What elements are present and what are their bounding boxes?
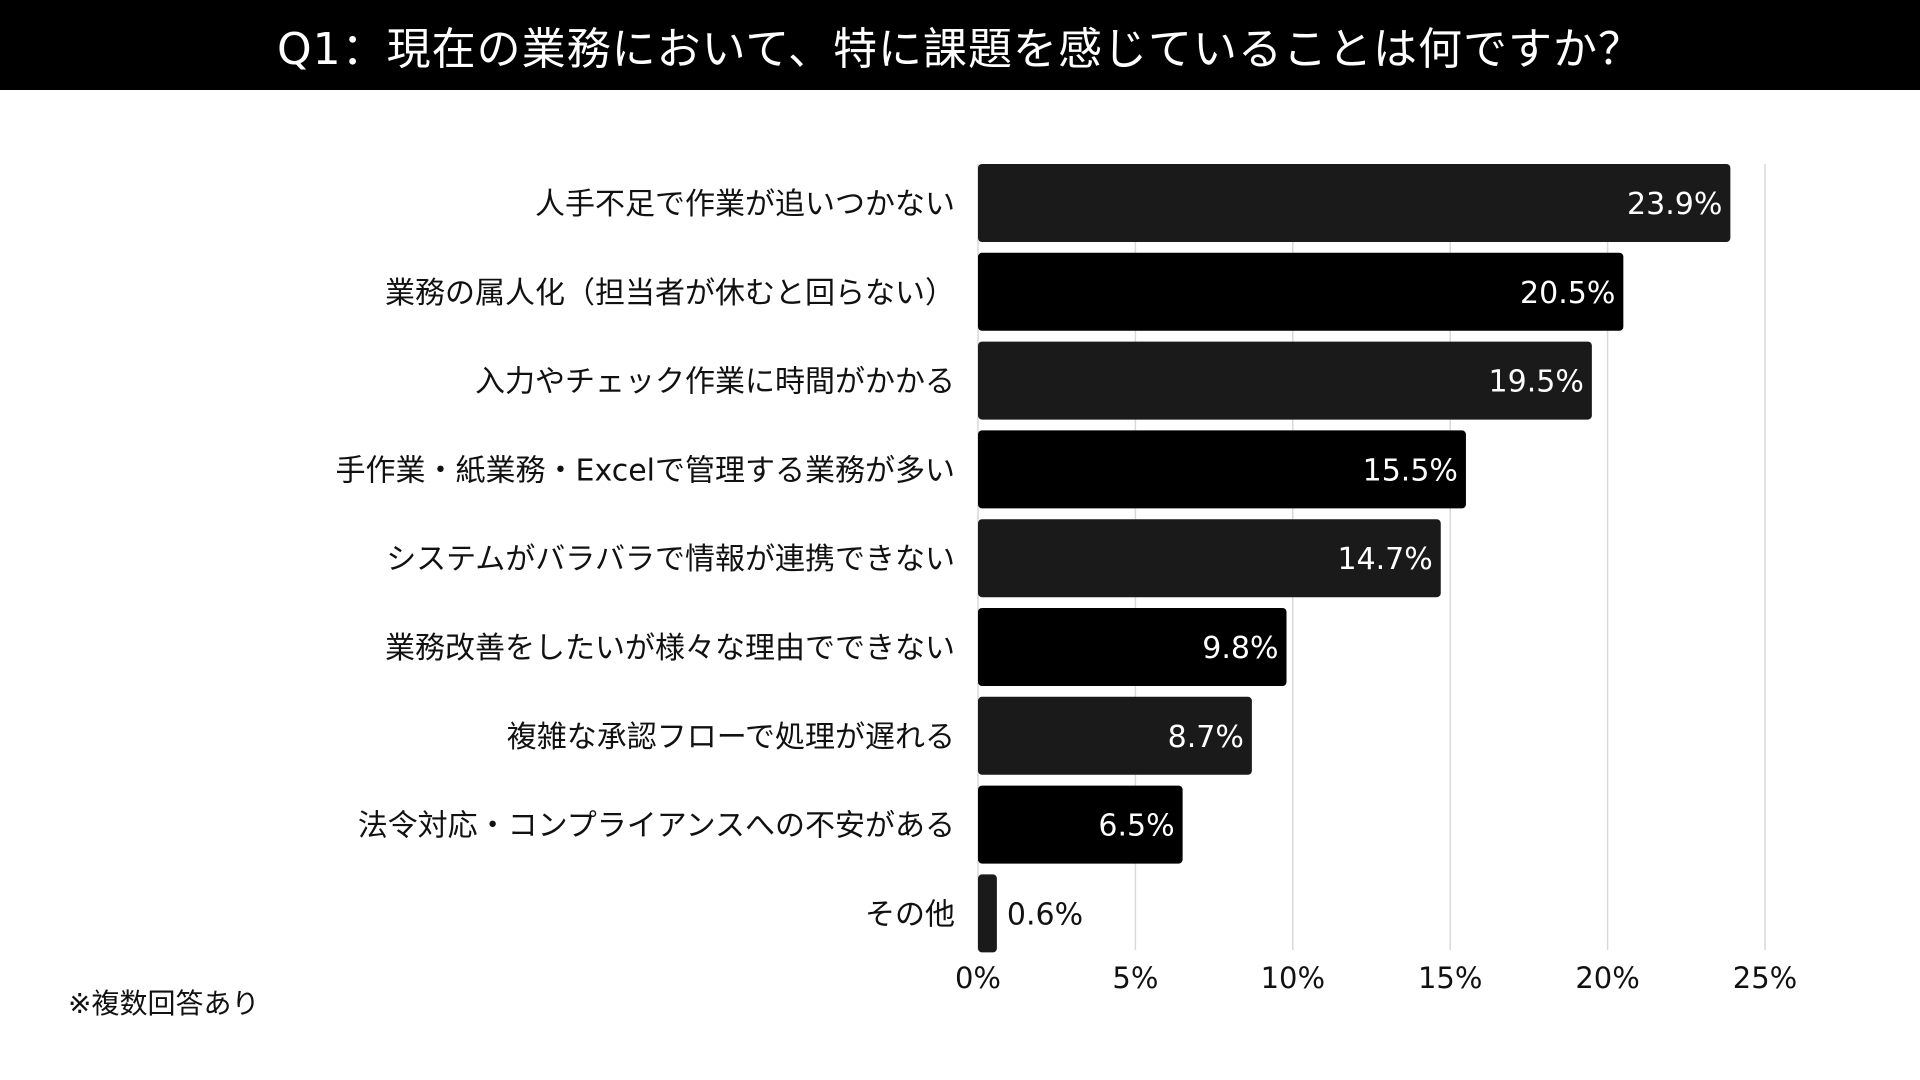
x-tick-label: 20% — [1575, 961, 1639, 995]
value-label: 20.5% — [1520, 276, 1615, 311]
bar — [978, 519, 1441, 598]
value-label: 0.6% — [1007, 897, 1083, 932]
x-tick-label: 10% — [1261, 961, 1325, 995]
category-label: その他 — [865, 897, 955, 932]
value-label: 23.9% — [1627, 187, 1722, 222]
bar — [978, 252, 1624, 331]
bar — [978, 785, 1183, 864]
category-label: 入力やチェック作業に時間がかかる — [475, 365, 955, 400]
bar — [978, 164, 1731, 242]
bar — [978, 608, 1287, 686]
x-tick-label: 0% — [955, 961, 1001, 995]
value-label: 6.5% — [1098, 809, 1174, 844]
category-label: 業務改善をしたいが様々な理由でできない — [385, 631, 955, 666]
value-label: 8.7% — [1168, 720, 1244, 755]
x-tick-label: 25% — [1733, 961, 1797, 995]
category-label: 人手不足で作業が追いつかない — [535, 187, 955, 222]
bar — [978, 341, 1592, 420]
bar — [978, 874, 997, 953]
chart-title: Q1：現在の業務において、特に課題を感じていることは何ですか？ — [276, 24, 1644, 75]
category-label: 手作業・紙業務・Excelで管理する業務が多い — [336, 453, 955, 488]
x-tick-label: 15% — [1418, 961, 1482, 995]
value-label: 15.5% — [1363, 453, 1458, 488]
category-label: システムがバラバラで情報が連携できない — [386, 542, 955, 577]
value-label: 19.5% — [1489, 365, 1584, 400]
value-label: 14.7% — [1337, 542, 1432, 577]
value-label: 9.8% — [1202, 631, 1278, 666]
x-tick-label: 5% — [1112, 961, 1158, 995]
category-label: 法令対応・コンプライアンスへの不安がある — [358, 809, 955, 844]
bar — [978, 430, 1466, 509]
title-bar: Q1：現在の業務において、特に課題を感じていることは何ですか？ — [0, 0, 1920, 90]
category-label: 複雑な承認フローで処理が遅れる — [507, 720, 955, 755]
category-label: 業務の属人化（担当者が休むと回らない） — [385, 276, 955, 311]
footnote: ※複数回答あり — [68, 987, 260, 1020]
bar — [978, 696, 1252, 775]
